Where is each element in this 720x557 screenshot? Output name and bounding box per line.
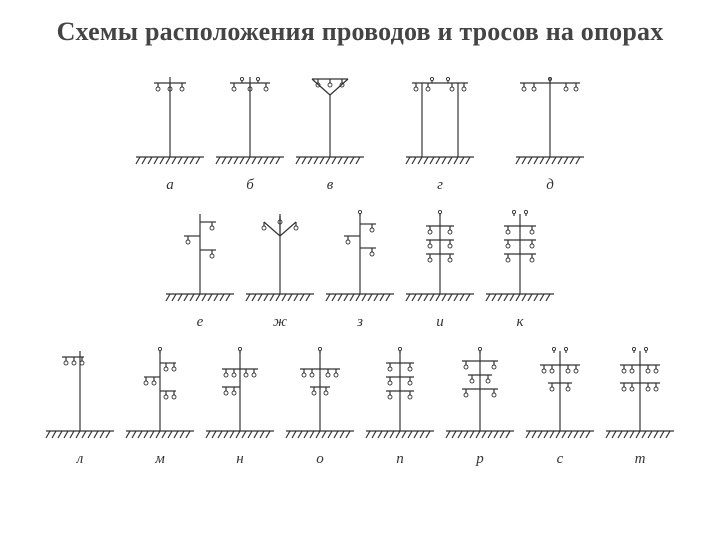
pole-a: а bbox=[130, 65, 210, 194]
pole-r: р bbox=[440, 339, 520, 468]
pole-s: с bbox=[520, 339, 600, 468]
pole-caption: к bbox=[516, 314, 523, 331]
pole-t: т bbox=[600, 339, 680, 468]
page-title: Схемы расположения проводов и тросов на … bbox=[0, 17, 720, 47]
pole-diagram bbox=[200, 339, 280, 449]
pole-caption: п bbox=[396, 451, 404, 468]
pole-caption: м bbox=[155, 451, 165, 468]
pole-caption: с bbox=[557, 451, 564, 468]
pole-diagram bbox=[240, 202, 320, 312]
pole-o: о bbox=[280, 339, 360, 468]
pole-diagram bbox=[320, 202, 400, 312]
pole-diagram bbox=[160, 202, 240, 312]
pole-m: м bbox=[120, 339, 200, 468]
pole-diagram bbox=[510, 65, 590, 175]
pole-e: е bbox=[160, 202, 240, 331]
pole-caption: р bbox=[476, 451, 484, 468]
pole-diagram bbox=[400, 202, 480, 312]
pole-caption: ж bbox=[273, 314, 287, 331]
pole-g: г bbox=[400, 65, 480, 194]
pole-caption: в bbox=[327, 177, 334, 194]
pole-zh: ж bbox=[240, 202, 320, 331]
pole-caption: б bbox=[246, 177, 254, 194]
pole-caption: з bbox=[357, 314, 363, 331]
pole-caption: о bbox=[316, 451, 324, 468]
pole-diagram bbox=[280, 339, 360, 449]
pole-l: л bbox=[40, 339, 120, 468]
pole-i: и bbox=[400, 202, 480, 331]
pole-caption: а bbox=[166, 177, 174, 194]
pole-diagram bbox=[440, 339, 520, 449]
pole-k: к bbox=[480, 202, 560, 331]
pole-caption: т bbox=[635, 451, 646, 468]
pole-p: п bbox=[360, 339, 440, 468]
pole-diagram bbox=[520, 339, 600, 449]
pole-z: з bbox=[320, 202, 400, 331]
pole-caption: н bbox=[236, 451, 243, 468]
pole-caption: е bbox=[197, 314, 204, 331]
pole-caption: г bbox=[437, 177, 443, 194]
pole-diagram bbox=[600, 339, 680, 449]
pole-caption: л bbox=[77, 451, 84, 468]
pole-diagram bbox=[290, 65, 370, 175]
pole-diagram bbox=[210, 65, 290, 175]
pole-d: д bbox=[510, 65, 590, 194]
pole-n: н bbox=[200, 339, 280, 468]
diagram-grid: а б в г д е ж з и к л м н о п р с т bbox=[0, 65, 720, 476]
pole-b: б bbox=[210, 65, 290, 194]
pole-diagram bbox=[40, 339, 120, 449]
pole-v: в bbox=[290, 65, 370, 194]
pole-diagram bbox=[360, 339, 440, 449]
pole-caption: и bbox=[436, 314, 444, 331]
pole-caption: д bbox=[546, 177, 554, 194]
pole-diagram bbox=[400, 65, 480, 175]
pole-diagram bbox=[120, 339, 200, 449]
pole-diagram bbox=[480, 202, 560, 312]
pole-diagram bbox=[130, 65, 210, 175]
